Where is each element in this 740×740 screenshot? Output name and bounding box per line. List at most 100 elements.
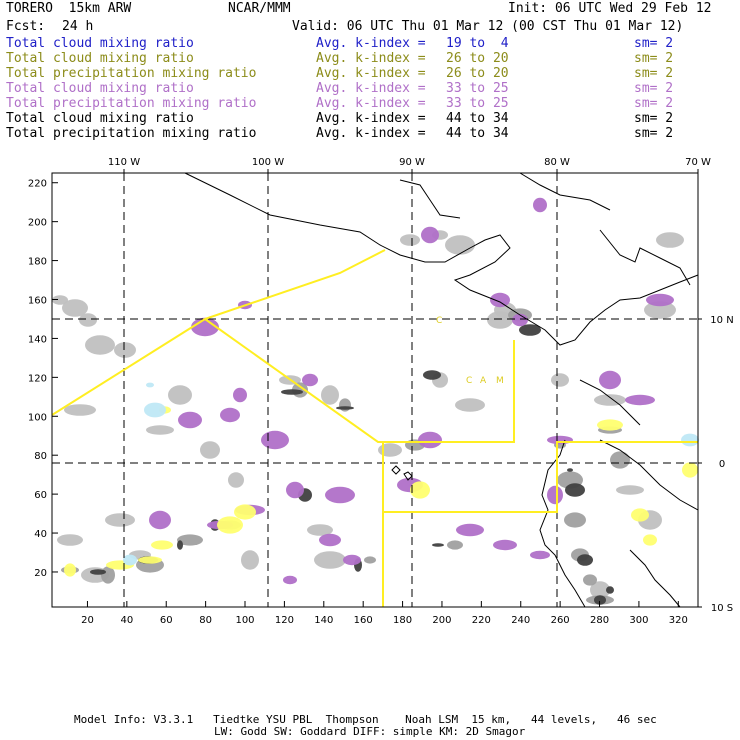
x-tick-label: 80: [199, 615, 212, 626]
cloud-cell: [302, 373, 318, 387]
legend-smoothing: sm= 2: [634, 51, 674, 66]
cloud-cell: [105, 513, 135, 527]
legend-smoothing: sm= 2: [634, 66, 674, 81]
x-tick-label: 200: [432, 615, 451, 626]
cloud-cell: [138, 556, 162, 564]
legend-kindex: Avg. k-index =: [316, 126, 426, 141]
cloud-cell: [455, 398, 485, 412]
forecast-hours: 24 h: [62, 19, 94, 34]
cloud-cell: [432, 543, 444, 547]
longitude-label: 100 W: [252, 157, 284, 168]
valid-time: Valid: 06 UTC Thu 01 Mar 12 (00 CST Thu …: [292, 19, 684, 34]
x-tick-label: 140: [314, 615, 333, 626]
coastline: [519, 172, 611, 211]
cloud-cell: [490, 292, 510, 308]
region-label: C: [436, 316, 442, 326]
cloud-cell: [583, 574, 597, 586]
domain-boundary: [204, 249, 386, 320]
init-time: Init: 06 UTC Wed 29 Feb 12: [508, 1, 712, 16]
y-tick-label: 220: [28, 179, 47, 190]
cloud-cell: [283, 575, 297, 585]
x-tick-label: 20: [81, 615, 94, 626]
longitude-label: 70 W: [685, 157, 711, 168]
y-tick-label: 100: [28, 412, 47, 423]
domain-boundary: [51, 317, 698, 513]
cloud-cell: [261, 430, 289, 450]
x-tick-label: 240: [511, 615, 530, 626]
cloud-cell: [644, 301, 676, 319]
cloud-cell: [168, 385, 192, 405]
cloud-cell: [146, 425, 174, 435]
legend-field: Total cloud mixing ratio: [6, 51, 194, 66]
cloud-cell: [286, 481, 304, 499]
cloud-cell: [177, 534, 203, 546]
cloud-cell: [85, 335, 115, 355]
cloud-cell: [456, 523, 484, 537]
cloud-cell: [410, 481, 430, 499]
legend-smoothing: sm= 2: [634, 126, 674, 141]
cloud-cell: [594, 394, 626, 406]
cloud-cell: [233, 387, 247, 403]
cloud-cell: [178, 411, 202, 429]
legend-field: Total cloud mixing ratio: [6, 111, 194, 126]
y-tick-label: 40: [34, 529, 47, 540]
cloud-cell: [646, 293, 674, 307]
cloud-cell: [101, 566, 115, 584]
lat-lon-grid: [52, 173, 698, 607]
x-tick-label: 40: [120, 615, 133, 626]
cloud-cell: [530, 550, 550, 560]
cloud-cell: [241, 550, 259, 570]
coastline: [391, 465, 401, 475]
axis-ticks: [52, 169, 702, 608]
cloud-cell: [52, 295, 68, 305]
cloud-cell: [423, 370, 441, 380]
map-frame: [51, 172, 699, 608]
coastline: [399, 179, 461, 219]
forecast-label: Fcst:: [6, 19, 46, 34]
cloud-cell: [228, 472, 244, 488]
legend-field: Total precipitation mixing ratio: [6, 66, 257, 81]
region-label: M: [496, 376, 504, 386]
cloud-cell: [123, 554, 137, 566]
cloud-cell: [364, 556, 376, 564]
cloud-cell: [378, 443, 402, 457]
legend-kindex: Avg. k-index =: [316, 51, 426, 66]
coastline: [579, 379, 641, 426]
organization-label: NCAR/MMM: [228, 1, 291, 16]
legend-field: Total precipitation mixing ratio: [6, 126, 257, 141]
cloud-cell: [631, 508, 649, 522]
x-tick-label: 280: [590, 615, 609, 626]
footer-physics-info: LW: Godd SW: Goddard DIFF: simple KM: 2D…: [214, 725, 526, 738]
cloud-cell: [307, 524, 333, 536]
legend-range: 19 to 4: [446, 36, 509, 51]
legend-smoothing: sm= 2: [634, 111, 674, 126]
y-tick-label: 160: [28, 296, 47, 307]
longitude-label: 110 W: [108, 157, 140, 168]
coastline: [539, 439, 586, 608]
cloud-cell: [567, 468, 573, 472]
cloud-cell: [146, 382, 154, 388]
cloud-cell: [445, 235, 475, 255]
y-tick-label: 120: [28, 373, 47, 384]
legend-kindex: Avg. k-index =: [316, 66, 426, 81]
nested-domain-boxes: CC A M: [51, 249, 698, 607]
cloud-cell: [597, 419, 623, 431]
legend-kindex: Avg. k-index =: [316, 36, 426, 51]
cloud-cell: [90, 569, 106, 575]
legend-field: Total cloud mixing ratio: [6, 81, 194, 96]
cloud-cell: [114, 342, 136, 358]
region-label: A: [480, 376, 487, 386]
cloud-cell: [682, 462, 698, 478]
x-tick-label: 220: [472, 615, 491, 626]
cloud-cell: [565, 483, 585, 497]
x-tick-label: 60: [160, 615, 173, 626]
legend-field: Total cloud mixing ratio: [6, 36, 194, 51]
x-tick-label: 180: [393, 615, 412, 626]
legend-kindex: Avg. k-index =: [316, 81, 426, 96]
cloud-cell: [512, 313, 528, 327]
coastline: [599, 229, 691, 286]
legend-range: 26 to 20: [446, 51, 509, 66]
cloud-cell: [493, 539, 517, 551]
cloud-cell: [314, 551, 346, 569]
